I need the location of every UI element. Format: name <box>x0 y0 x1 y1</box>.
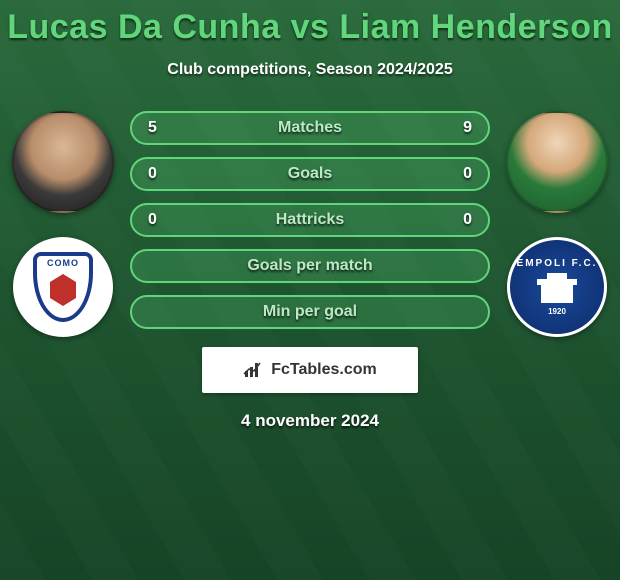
empoli-text: EMPOLI F.C. <box>517 258 598 269</box>
stats-list: 5 Matches 9 0 Goals 0 0 Hattricks 0 Goal… <box>130 111 490 329</box>
content-area: 5 Matches 9 0 Goals 0 0 Hattricks 0 Goal… <box>0 111 620 329</box>
player2-avatar <box>506 111 608 213</box>
left-column <box>8 111 118 337</box>
stat-row-goals-per-match: Goals per match <box>130 249 490 283</box>
stat-row-goals: 0 Goals 0 <box>130 157 490 191</box>
stat-label: Goals <box>132 165 488 183</box>
stat-row-min-per-goal: Min per goal <box>130 295 490 329</box>
stat-label: Min per goal <box>132 303 488 321</box>
stat-label: Matches <box>132 119 488 137</box>
empoli-crest-icon: EMPOLI F.C. 1920 <box>517 258 598 316</box>
stat-row-hattricks: 0 Hattricks 0 <box>130 203 490 237</box>
player1-club-badge <box>13 237 113 337</box>
tower-icon <box>537 273 577 303</box>
right-column: EMPOLI F.C. 1920 <box>502 111 612 337</box>
como-crest-icon <box>33 252 93 322</box>
player1-avatar <box>12 111 114 213</box>
player2-club-badge: EMPOLI F.C. 1920 <box>507 237 607 337</box>
stat-label: Goals per match <box>132 257 488 275</box>
stat-label: Hattricks <box>132 211 488 229</box>
stat-row-matches: 5 Matches 9 <box>130 111 490 145</box>
empoli-year: 1920 <box>517 307 598 316</box>
